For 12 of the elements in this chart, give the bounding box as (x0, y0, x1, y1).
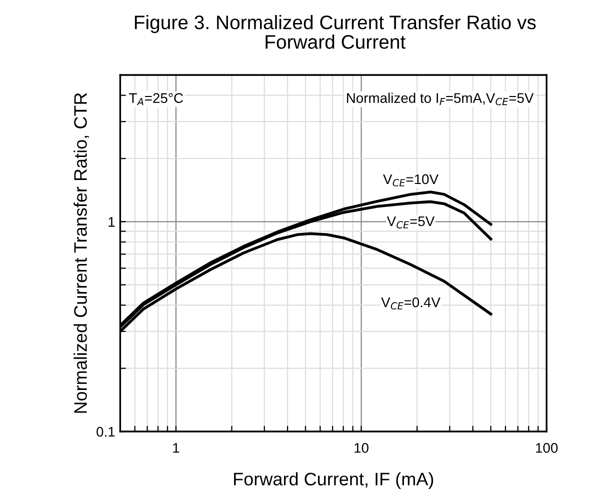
annotation: Normalized to I$_{F}$=5mA,V$_{CE}$=5V (347, 92, 534, 106)
x-tick-label: 10 (354, 442, 368, 453)
series-label: V$_{CE}$=5V (386, 216, 435, 228)
series-label: V$_{CE}$=0.4V (381, 297, 440, 310)
chart-title: Figure 3. Normalized Current Transfer Ratio vs Forward Current (134, 15, 536, 49)
y-axis-title: Normalized Current Transfer Ratio, CTR (74, 93, 90, 413)
y-tick-label: 0.1 (96, 426, 115, 437)
series-label: V$_{CE}$=10V (383, 174, 438, 186)
x-tick-label: 100 (536, 442, 558, 453)
x-axis-title: Forward Current, IF (mA) (234, 472, 434, 490)
annotation: T$_{A}$=25°C (129, 93, 183, 106)
x-tick-label: 1 (173, 443, 180, 453)
